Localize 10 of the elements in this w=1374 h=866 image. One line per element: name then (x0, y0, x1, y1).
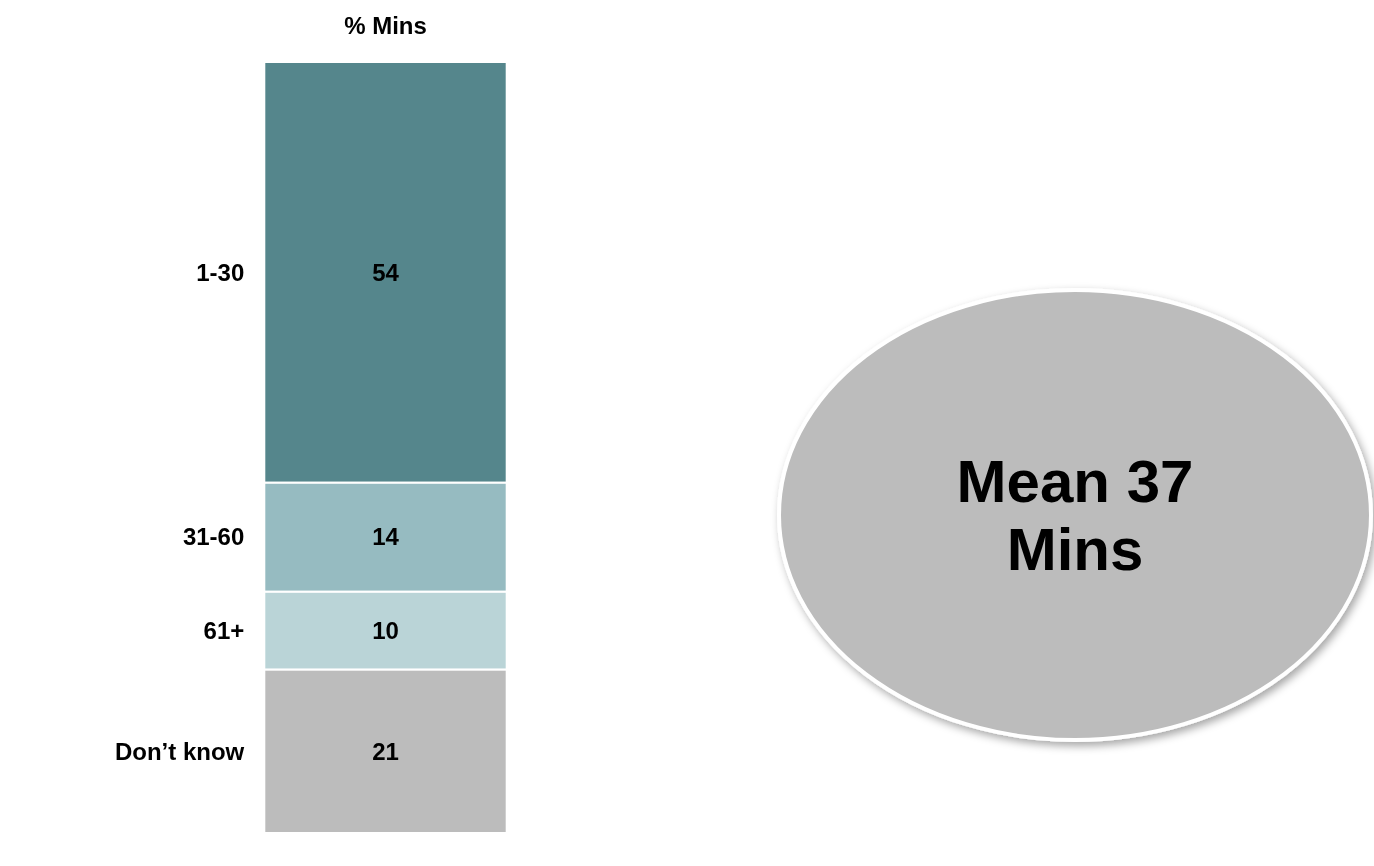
data-label: 14 (372, 523, 400, 551)
text: Mean 37 Mins (956, 448, 1194, 583)
data-label: 10 (372, 616, 399, 644)
series-label: 31-60 (182, 523, 245, 551)
data-label: 54 (372, 258, 400, 286)
data-label: 21 (372, 737, 399, 765)
series-label: 61+ (203, 616, 245, 644)
series-label: Don’t know (114, 737, 245, 765)
chart-title: % Mins (344, 12, 427, 39)
series-label: 1-30 (196, 258, 245, 286)
